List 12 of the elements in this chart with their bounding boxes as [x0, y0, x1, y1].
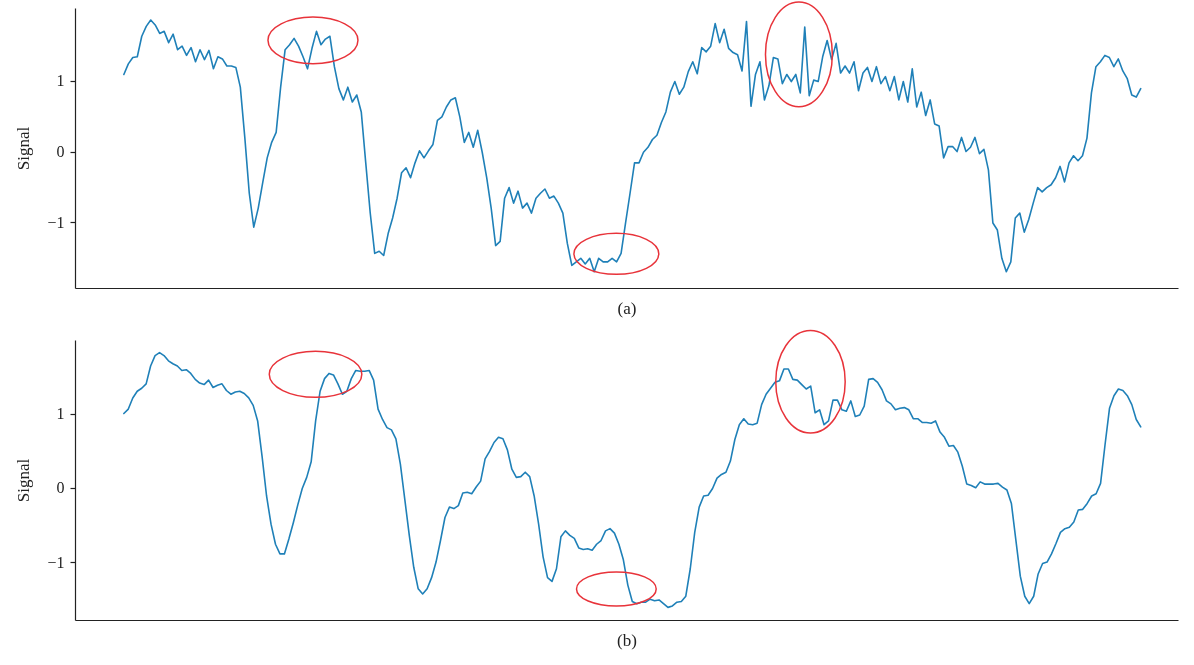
y-tick-label: −1	[47, 553, 65, 571]
y-tick-label: 0	[56, 143, 65, 161]
y-tick-label: 1	[56, 72, 65, 90]
x-axis-title: (b)	[617, 630, 637, 650]
y-axis-title: Signal	[14, 458, 34, 503]
x-axis-title: (a)	[617, 298, 637, 318]
y-tick-label: 1	[56, 405, 65, 423]
y-tick-label: 0	[56, 479, 65, 497]
line-series	[123, 19, 1142, 273]
y-axis-title: Signal	[14, 126, 34, 171]
line-series	[123, 351, 1142, 609]
y-tick-label: −1	[47, 213, 65, 231]
